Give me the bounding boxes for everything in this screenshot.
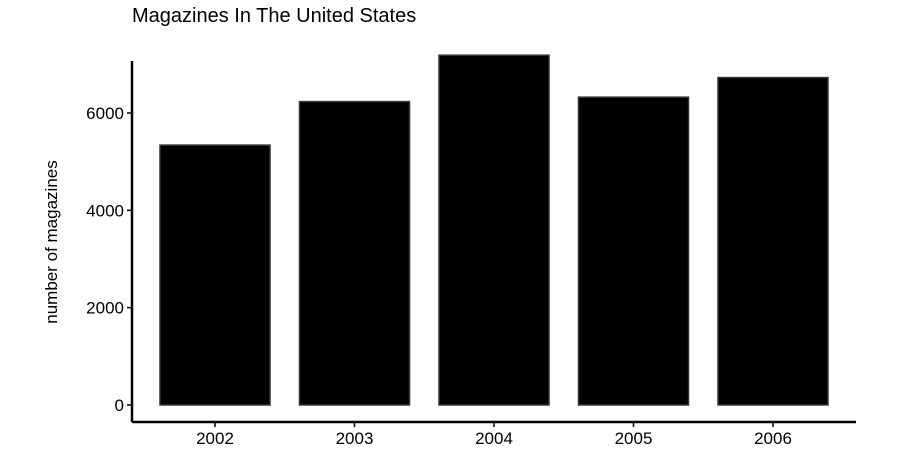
chart-title: Magazines In The United States [132,5,417,27]
x-tick-label: 2006 [754,429,792,448]
x-tick-label: 2003 [336,429,374,448]
x-tick-label: 2005 [615,429,653,448]
ticks-layer: 0 2000 4000 6000 2002 2003 2004 2005 2006 [86,104,792,448]
bar-2003 [298,100,411,406]
bar-2005 [577,96,690,406]
bar-2002 [159,144,271,406]
y-tick-label: 0 [115,396,124,415]
y-tick-label: 4000 [86,201,124,220]
y-axis-title: number of magazines [42,160,61,324]
bar-2006 [717,76,829,406]
y-tick-label: 6000 [86,104,124,123]
bar-2004 [438,54,550,406]
x-tick-label: 2004 [475,429,513,448]
bars-layer [159,54,829,406]
y-tick-label: 2000 [86,299,124,318]
x-tick-label: 2002 [196,429,234,448]
